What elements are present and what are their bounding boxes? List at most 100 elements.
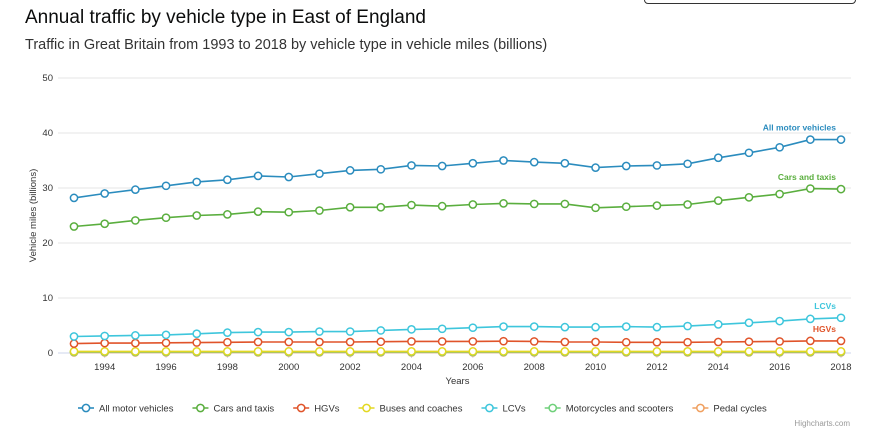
data-point[interactable] <box>253 171 263 181</box>
data-point[interactable] <box>407 200 416 210</box>
data-point[interactable] <box>499 322 508 331</box>
data-point[interactable] <box>652 337 662 347</box>
data-point[interactable] <box>284 207 294 217</box>
data-point[interactable] <box>345 347 355 356</box>
legend-item[interactable]: Cars and taxis <box>192 404 274 415</box>
data-point[interactable] <box>161 338 171 348</box>
data-point[interactable] <box>437 161 447 171</box>
data-point[interactable] <box>805 184 815 193</box>
data-point[interactable] <box>621 347 631 356</box>
data-point[interactable] <box>775 189 784 199</box>
data-point[interactable] <box>621 161 631 171</box>
data-point[interactable] <box>683 159 692 169</box>
data-point[interactable] <box>315 169 324 179</box>
data-point[interactable] <box>315 347 324 356</box>
data-point[interactable] <box>621 337 631 347</box>
data-point[interactable] <box>499 336 508 346</box>
data-point[interactable] <box>69 332 79 341</box>
data-point[interactable] <box>744 347 754 356</box>
data-point[interactable] <box>253 347 263 356</box>
data-point[interactable] <box>560 322 570 332</box>
data-point[interactable] <box>284 172 294 182</box>
data-point[interactable] <box>100 347 110 356</box>
data-point[interactable] <box>529 157 539 167</box>
data-point[interactable] <box>315 327 324 336</box>
data-point[interactable] <box>437 324 447 334</box>
data-point[interactable] <box>284 327 294 337</box>
data-point[interactable] <box>223 328 232 337</box>
data-point[interactable] <box>836 184 846 194</box>
data-point[interactable] <box>683 347 692 356</box>
data-point[interactable] <box>161 330 171 340</box>
data-point[interactable] <box>775 142 784 152</box>
data-point[interactable] <box>69 222 79 231</box>
data-point[interactable] <box>468 323 478 333</box>
data-point[interactable] <box>775 337 784 346</box>
data-point[interactable] <box>560 337 570 347</box>
data-point[interactable] <box>131 347 140 356</box>
data-point[interactable] <box>284 347 294 356</box>
data-point[interactable] <box>652 322 662 332</box>
series-lcvs[interactable] <box>69 313 846 341</box>
data-point[interactable] <box>529 199 539 209</box>
data-point[interactable] <box>376 337 386 347</box>
data-point[interactable] <box>805 336 815 346</box>
data-point[interactable] <box>591 322 600 332</box>
series-all-motor-vehicles[interactable] <box>69 135 846 203</box>
data-point[interactable] <box>407 347 416 356</box>
data-point[interactable] <box>376 326 386 335</box>
data-point[interactable] <box>437 337 447 346</box>
data-point[interactable] <box>713 320 723 329</box>
data-point[interactable] <box>744 318 754 328</box>
data-point[interactable] <box>805 135 815 144</box>
data-point[interactable] <box>529 337 539 346</box>
data-point[interactable] <box>345 166 355 175</box>
data-point[interactable] <box>621 202 631 212</box>
data-point[interactable] <box>376 164 386 174</box>
data-point[interactable] <box>713 196 723 205</box>
data-point[interactable] <box>713 337 723 347</box>
data-point[interactable] <box>223 175 232 185</box>
data-point[interactable] <box>591 203 600 213</box>
data-point[interactable] <box>376 347 386 356</box>
data-point[interactable] <box>192 329 202 339</box>
data-point[interactable] <box>468 347 478 356</box>
data-point[interactable] <box>560 347 570 356</box>
data-point[interactable] <box>161 347 171 356</box>
data-point[interactable] <box>468 158 478 168</box>
legend-item[interactable]: LCVs <box>481 404 526 415</box>
data-point[interactable] <box>499 156 508 165</box>
data-point[interactable] <box>407 161 416 170</box>
legend-item[interactable]: Buses and coaches <box>358 404 463 415</box>
data-point[interactable] <box>407 337 416 346</box>
data-point[interactable] <box>652 347 662 356</box>
data-point[interactable] <box>560 199 570 209</box>
data-point[interactable] <box>192 211 202 220</box>
data-point[interactable] <box>591 163 600 172</box>
highcharts-credit[interactable]: Highcharts.com <box>794 419 850 428</box>
data-point[interactable] <box>468 200 478 209</box>
data-point[interactable] <box>836 336 846 346</box>
data-point[interactable] <box>100 219 110 229</box>
data-point[interactable] <box>683 337 692 347</box>
legend-item[interactable]: Motorcycles and scooters <box>544 404 674 415</box>
data-point[interactable] <box>499 347 508 356</box>
data-point[interactable] <box>836 313 846 323</box>
data-point[interactable] <box>223 337 232 347</box>
data-point[interactable] <box>376 202 386 212</box>
data-point[interactable] <box>284 337 294 347</box>
data-point[interactable] <box>437 201 447 211</box>
data-point[interactable] <box>69 193 79 203</box>
legend-item[interactable]: HGVs <box>293 404 340 415</box>
data-point[interactable] <box>744 337 754 347</box>
data-point[interactable] <box>131 338 140 348</box>
data-point[interactable] <box>621 322 631 331</box>
data-point[interactable] <box>161 213 171 223</box>
data-point[interactable] <box>131 331 140 340</box>
data-point[interactable] <box>713 347 723 356</box>
data-point[interactable] <box>407 325 416 334</box>
data-point[interactable] <box>315 206 324 215</box>
data-point[interactable] <box>836 135 846 144</box>
data-point[interactable] <box>744 193 754 202</box>
data-point[interactable] <box>836 347 846 356</box>
